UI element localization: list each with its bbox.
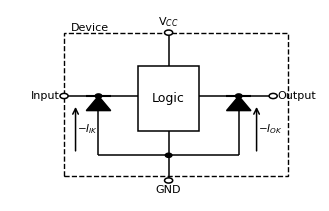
Text: V$_{CC}$: V$_{CC}$ xyxy=(158,15,179,29)
Text: $-I_{IK}$: $-I_{IK}$ xyxy=(77,122,98,136)
Bar xyxy=(138,66,199,131)
Circle shape xyxy=(165,153,172,157)
Text: Device: Device xyxy=(70,23,109,33)
Text: GND: GND xyxy=(156,185,181,195)
Text: Output: Output xyxy=(277,91,316,101)
Circle shape xyxy=(95,94,102,98)
Text: Input: Input xyxy=(31,91,60,101)
Circle shape xyxy=(60,93,68,99)
Text: Logic: Logic xyxy=(152,92,185,105)
Text: $-I_{OK}$: $-I_{OK}$ xyxy=(258,122,283,136)
Polygon shape xyxy=(226,96,251,111)
Polygon shape xyxy=(86,96,111,111)
Circle shape xyxy=(236,94,242,98)
Bar xyxy=(64,34,289,176)
Circle shape xyxy=(164,178,173,183)
Circle shape xyxy=(269,93,277,99)
Circle shape xyxy=(164,30,173,35)
